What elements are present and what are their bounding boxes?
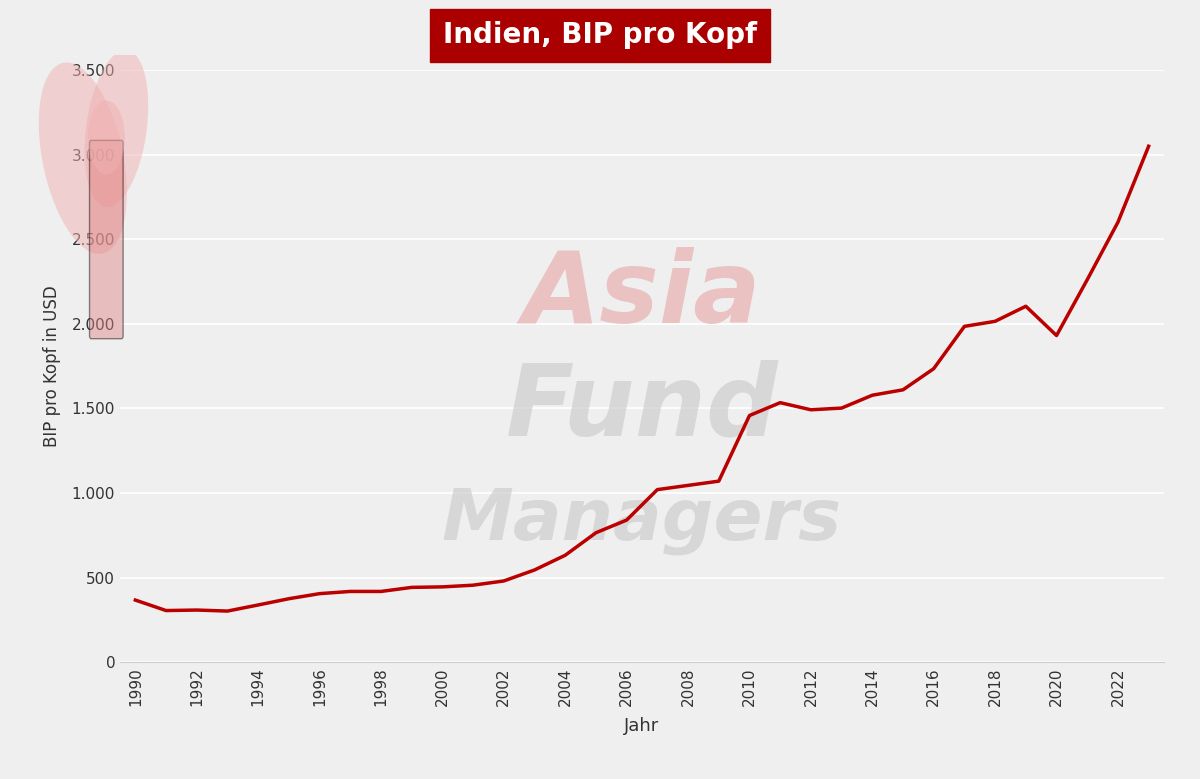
Ellipse shape [84, 50, 149, 207]
Text: Fund: Fund [505, 359, 779, 456]
Ellipse shape [88, 100, 125, 174]
X-axis label: Jahr: Jahr [624, 717, 660, 735]
Ellipse shape [38, 62, 127, 254]
Y-axis label: BIP pro Kopf in USD: BIP pro Kopf in USD [42, 285, 60, 447]
FancyBboxPatch shape [90, 140, 124, 339]
Text: Indien, BIP pro Kopf: Indien, BIP pro Kopf [443, 21, 757, 49]
Text: Asia: Asia [523, 247, 761, 344]
Text: Managers: Managers [442, 485, 842, 555]
